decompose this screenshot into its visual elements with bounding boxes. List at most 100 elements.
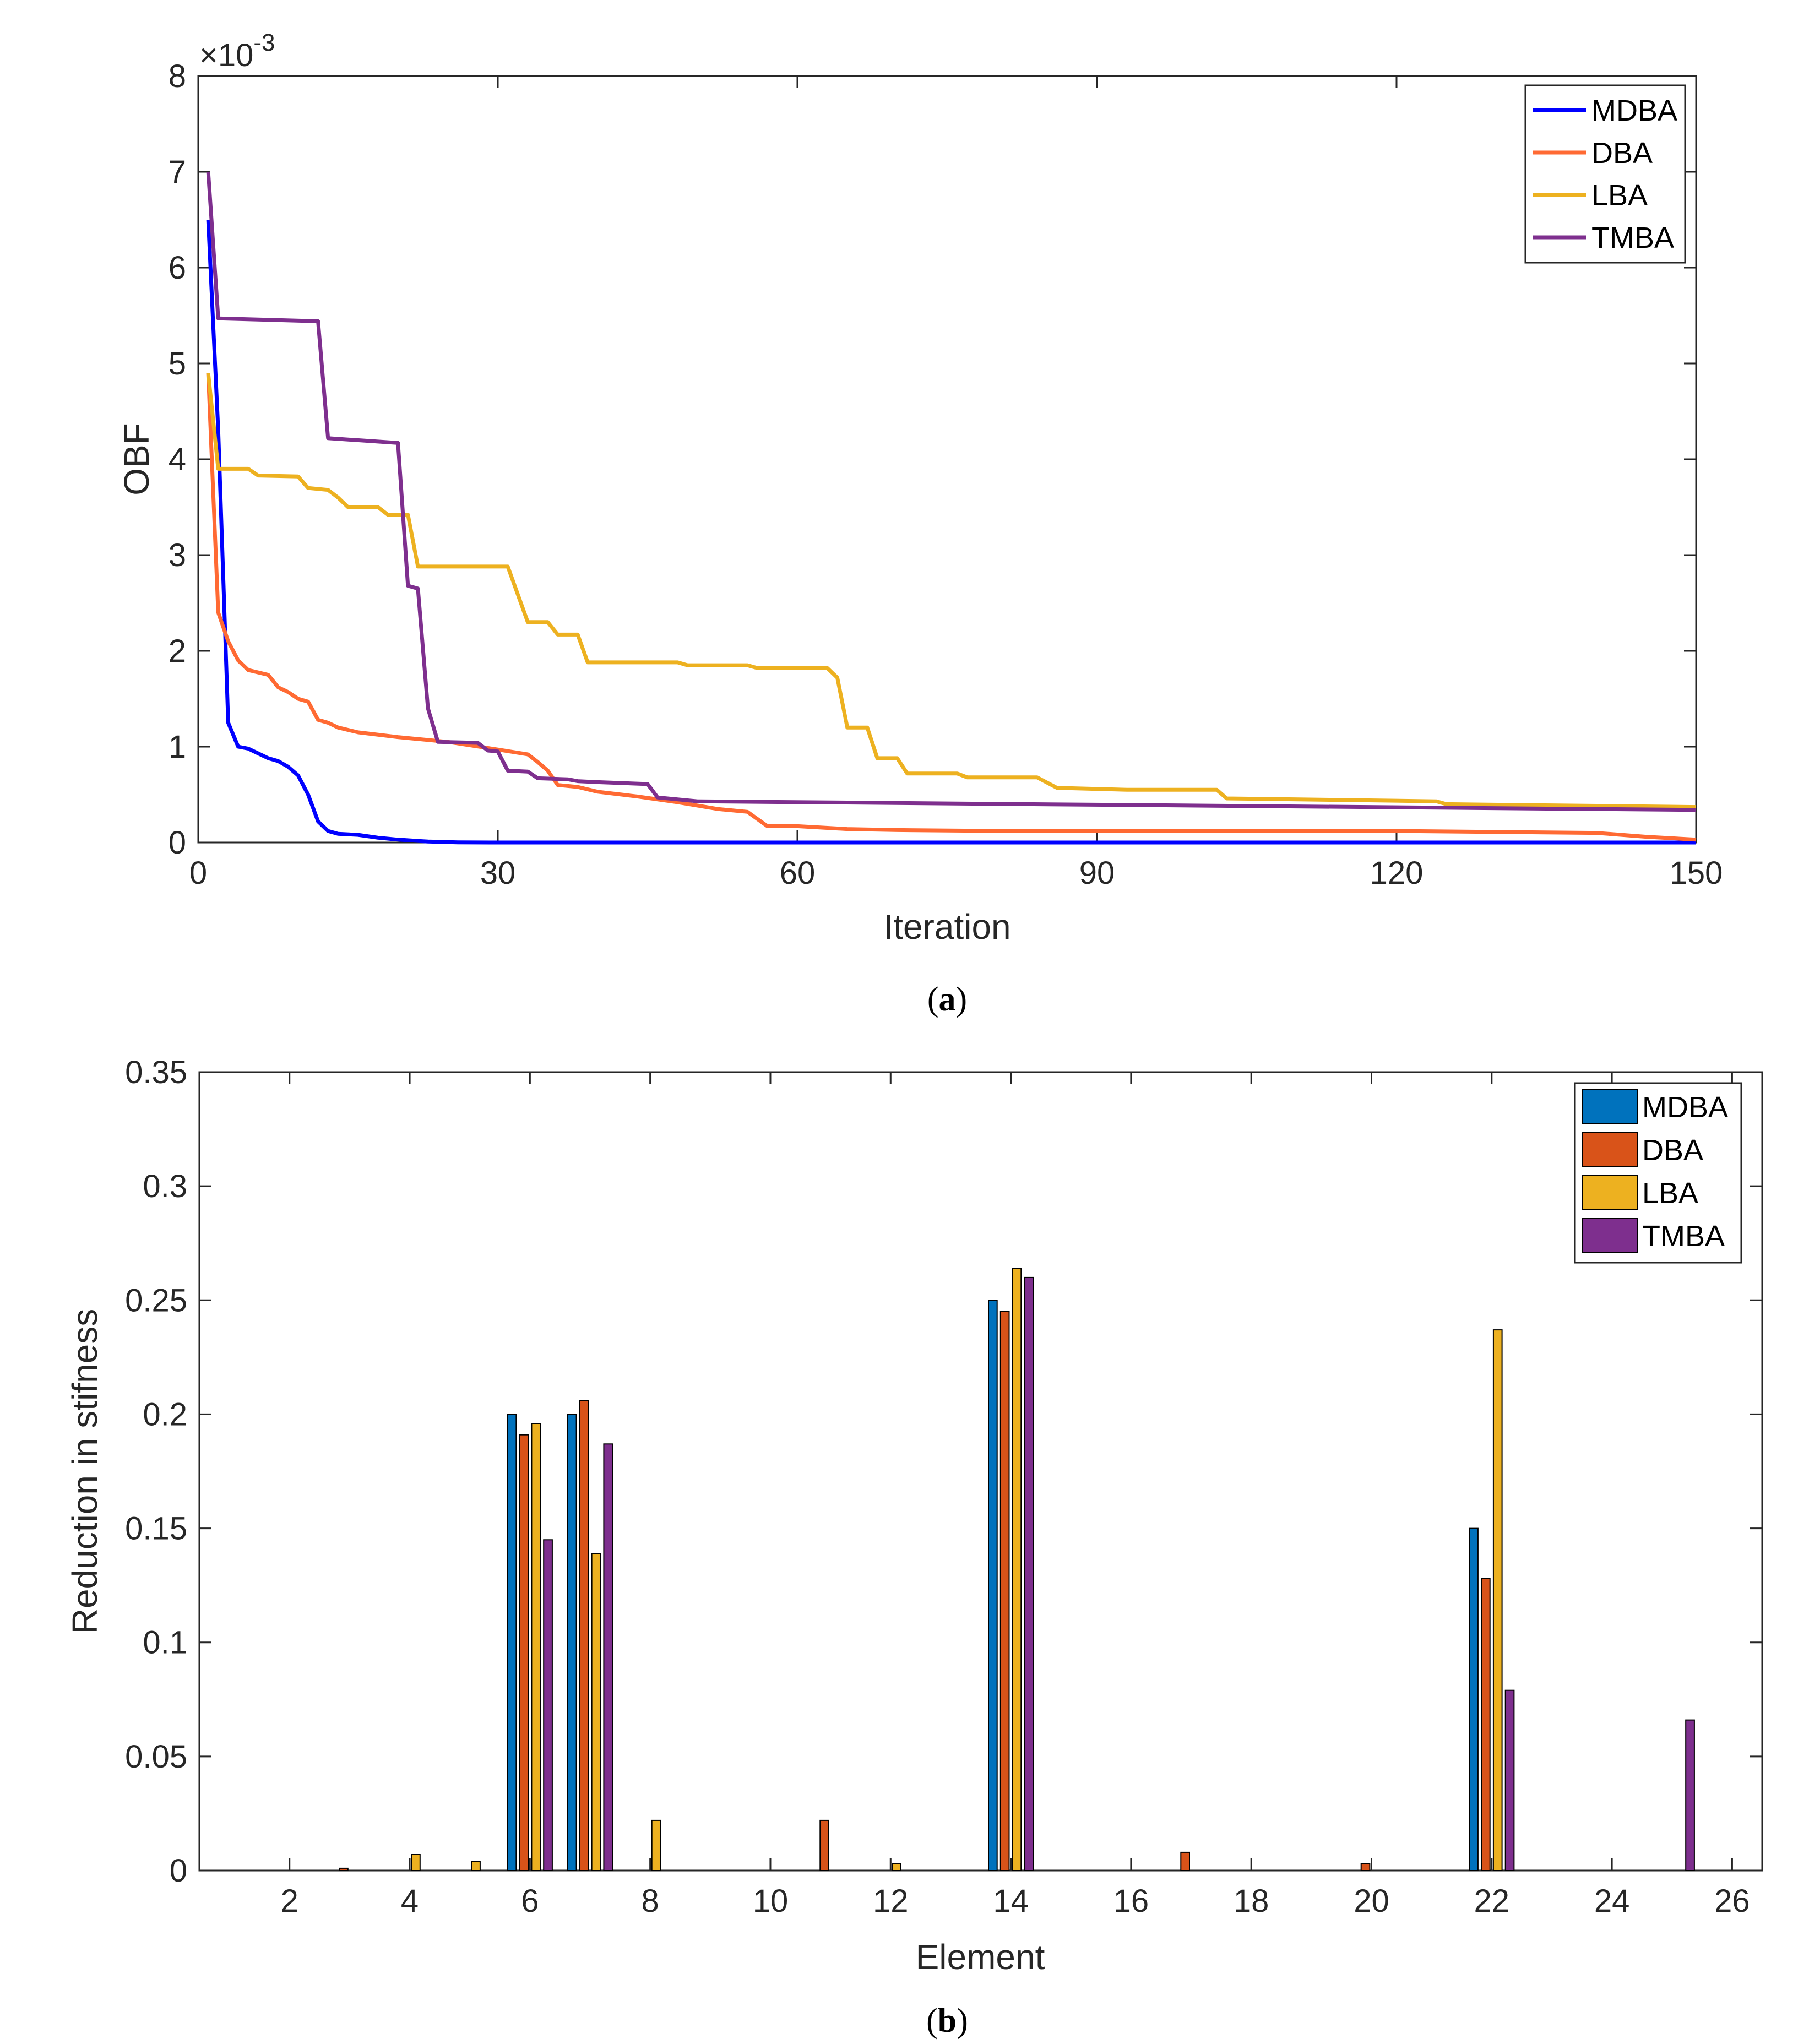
exponent-label-a: ×10-3	[199, 29, 275, 73]
x-tick-label: 24	[1594, 1883, 1630, 1919]
x-tick-label: 10	[753, 1883, 789, 1919]
legend-label-mdba: MDBA	[1642, 1091, 1728, 1124]
x-tick-label: 150	[1670, 855, 1723, 891]
y-tick-label: 1	[169, 729, 186, 765]
bar-dba-element-20	[1360, 1863, 1371, 1872]
x-tick-label: 18	[1234, 1883, 1269, 1919]
legend-swatch-tmba	[1582, 1218, 1638, 1253]
x-tick-label: 16	[1113, 1883, 1149, 1919]
legend-box-a	[1524, 84, 1686, 264]
line-chart-a: 0 30 60 90 120 150 0 1 2 3 4 5 6 7 8 Iteration OBF ×10…	[117, 29, 1723, 1018]
bar-tmba-element-7	[603, 1443, 613, 1872]
y-tick-label: 3	[169, 537, 186, 573]
x-tick-label: 26	[1714, 1883, 1750, 1919]
y-tick-label: 5	[169, 346, 186, 382]
exponent-power: -3	[253, 29, 275, 56]
x-tick-label: 6	[521, 1883, 539, 1919]
bar-lba-element-7	[591, 1553, 601, 1872]
exponent-base: ×10	[199, 37, 253, 73]
legend-a: MDBA DBA LBA TMBA	[1524, 84, 1686, 264]
caption-letter-a: a	[939, 981, 956, 1018]
legend-label-mdba: MDBA	[1591, 94, 1677, 127]
bar-dba-element-11	[819, 1819, 830, 1871]
x-tick-label: 4	[401, 1883, 419, 1919]
bar-dba-element-22	[1481, 1578, 1491, 1871]
x-tick-label: 60	[780, 855, 816, 891]
bar-chart-b: 2 4 6 8 10 12 14 16 18 20 22 24 2600.050.10.150.20.2…	[65, 1054, 1763, 2040]
bar-lba-element-5	[471, 1861, 481, 1871]
y-tick-label: 0	[170, 1853, 187, 1889]
y-axis-label-a: OBF	[117, 423, 156, 496]
legend-label-tmba: TMBA	[1591, 221, 1674, 254]
caption-letter-b: b	[938, 2002, 957, 2040]
axis-ticks-b: 2 4 6 8 10 12 14 16 18 20 22 24 2600.050.10.150.20.2…	[125, 1054, 1762, 1919]
bar-series-b	[339, 1268, 1695, 1872]
x-tick-label: 20	[1354, 1883, 1389, 1919]
bar-lba-element-4	[411, 1854, 421, 1871]
y-tick-label: 0.2	[143, 1396, 187, 1432]
bar-tmba-element-25	[1685, 1719, 1695, 1872]
bar-dba-element-14	[999, 1311, 1010, 1871]
y-tick-label: 0.35	[125, 1054, 187, 1090]
bar-mdba-element-14	[988, 1300, 998, 1871]
y-axis-label-b: Reduction in stifness	[65, 1309, 105, 1634]
legend-swatch-lba	[1582, 1175, 1638, 1210]
x-tick-label: 8	[642, 1883, 659, 1919]
y-tick-label: 0.15	[125, 1511, 187, 1547]
x-tick-label: 30	[480, 855, 516, 891]
legend-swatch-dba	[1582, 1132, 1638, 1167]
legend-label-dba: DBA	[1642, 1134, 1703, 1167]
bar-lba-element-8	[651, 1819, 661, 1871]
x-tick-label: 2	[281, 1883, 298, 1919]
y-tick-label: 6	[169, 250, 186, 286]
x-axis-label-a: Iteration	[883, 907, 1010, 947]
series-line-lba	[206, 373, 1697, 809]
y-tick-label: 7	[169, 154, 186, 190]
legend-swatch-mdba	[1582, 1089, 1638, 1124]
legend-b: MDBA DBA LBA TMBA	[1574, 1082, 1742, 1264]
y-tick-label: 0.3	[143, 1168, 187, 1204]
bar-mdba-element-7	[567, 1414, 577, 1871]
bar-dba-element-17	[1180, 1851, 1191, 1871]
caption-b: (b)	[926, 2002, 968, 2040]
y-tick-label: 0.05	[125, 1739, 187, 1775]
bar-mdba-element-6	[507, 1414, 517, 1871]
bar-lba-element-14	[1012, 1268, 1022, 1871]
y-tick-label: 2	[169, 633, 186, 669]
legend-label-lba: LBA	[1591, 179, 1648, 212]
x-tick-label: 120	[1370, 855, 1424, 891]
plot-area-a	[197, 75, 1697, 844]
y-tick-label: 0	[169, 825, 186, 861]
x-tick-label: 22	[1474, 1883, 1510, 1919]
y-tick-label: 0.1	[143, 1625, 187, 1661]
bar-mdba-element-22	[1469, 1527, 1479, 1872]
series-line-mdba	[206, 219, 1696, 845]
y-tick-label: 4	[169, 442, 186, 477]
legend-label-tmba: TMBA	[1642, 1220, 1725, 1253]
bar-dba-element-3	[339, 1867, 349, 1871]
caption-a: (a)	[927, 981, 967, 1018]
bar-tmba-element-6	[543, 1539, 553, 1872]
bar-lba-element-6	[531, 1423, 541, 1871]
bar-tmba-element-14	[1024, 1276, 1034, 1871]
bar-lba-element-12	[892, 1863, 902, 1872]
line-series-a	[206, 171, 1697, 845]
x-tick-label: 90	[1079, 855, 1115, 891]
axis-ticks-a: 0 30 60 90 120 150 0 1 2 3 4 5 6 7 8	[169, 58, 1723, 891]
bar-dba-element-6	[519, 1434, 529, 1871]
x-tick-label: 12	[873, 1883, 909, 1919]
x-tick-label: 14	[993, 1883, 1029, 1919]
x-tick-label: 0	[189, 855, 207, 891]
legend-label-dba: DBA	[1591, 137, 1653, 170]
bar-dba-element-7	[579, 1400, 589, 1872]
bar-lba-element-22	[1492, 1329, 1503, 1872]
series-line-dba	[206, 373, 1697, 842]
series-line-tmba	[206, 171, 1697, 812]
legend-label-lba: LBA	[1642, 1177, 1698, 1210]
y-tick-label: 0.25	[125, 1282, 187, 1318]
y-tick-label: 8	[169, 58, 186, 94]
x-axis-label-b: Element	[916, 1937, 1045, 1977]
plot-area-b	[198, 1071, 1763, 1872]
bar-tmba-element-22	[1504, 1689, 1515, 1871]
